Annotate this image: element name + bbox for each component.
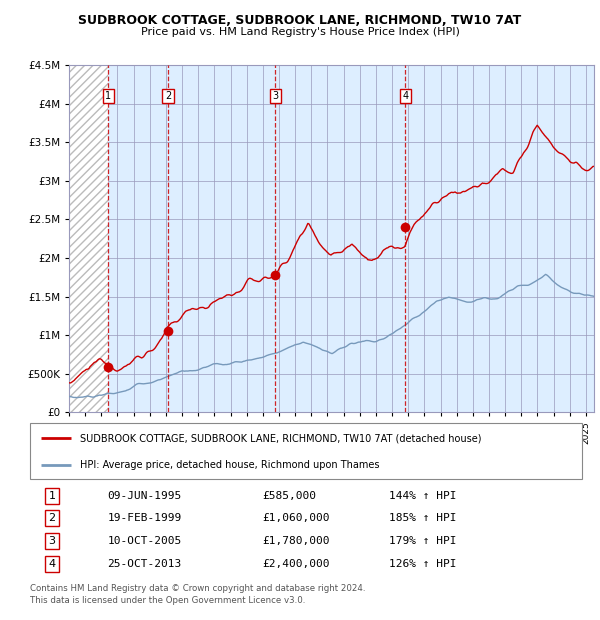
- Text: SUDBROOK COTTAGE, SUDBROOK LANE, RICHMOND, TW10 7AT (detached house): SUDBROOK COTTAGE, SUDBROOK LANE, RICHMON…: [80, 433, 481, 443]
- Text: This data is licensed under the Open Government Licence v3.0.: This data is licensed under the Open Gov…: [30, 596, 305, 606]
- Text: 1: 1: [49, 491, 56, 501]
- Text: Price paid vs. HM Land Registry's House Price Index (HPI): Price paid vs. HM Land Registry's House …: [140, 27, 460, 37]
- Text: 3: 3: [272, 91, 278, 101]
- Text: £2,400,000: £2,400,000: [262, 559, 329, 569]
- Text: 185% ↑ HPI: 185% ↑ HPI: [389, 513, 457, 523]
- Text: HPI: Average price, detached house, Richmond upon Thames: HPI: Average price, detached house, Rich…: [80, 459, 379, 470]
- Text: 179% ↑ HPI: 179% ↑ HPI: [389, 536, 457, 546]
- Text: 4: 4: [49, 559, 56, 569]
- Text: 4: 4: [402, 91, 409, 101]
- Text: 3: 3: [49, 536, 56, 546]
- Text: £1,780,000: £1,780,000: [262, 536, 329, 546]
- Text: 2: 2: [165, 91, 171, 101]
- Text: 2: 2: [49, 513, 56, 523]
- Text: SUDBROOK COTTAGE, SUDBROOK LANE, RICHMOND, TW10 7AT: SUDBROOK COTTAGE, SUDBROOK LANE, RICHMON…: [79, 14, 521, 27]
- Text: £1,060,000: £1,060,000: [262, 513, 329, 523]
- Text: 144% ↑ HPI: 144% ↑ HPI: [389, 491, 457, 501]
- Text: 19-FEB-1999: 19-FEB-1999: [107, 513, 182, 523]
- Text: 09-JUN-1995: 09-JUN-1995: [107, 491, 182, 501]
- Text: 1: 1: [106, 91, 112, 101]
- Text: £585,000: £585,000: [262, 491, 316, 501]
- Text: 10-OCT-2005: 10-OCT-2005: [107, 536, 182, 546]
- Text: 126% ↑ HPI: 126% ↑ HPI: [389, 559, 457, 569]
- FancyBboxPatch shape: [30, 423, 582, 479]
- Text: Contains HM Land Registry data © Crown copyright and database right 2024.: Contains HM Land Registry data © Crown c…: [30, 584, 365, 593]
- Text: 25-OCT-2013: 25-OCT-2013: [107, 559, 182, 569]
